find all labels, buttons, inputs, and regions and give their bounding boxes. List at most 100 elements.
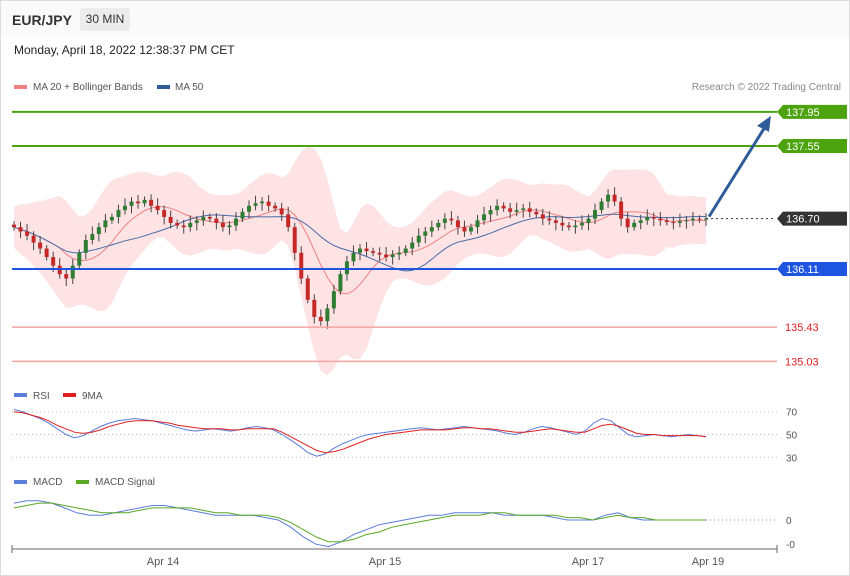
candle-body bbox=[175, 222, 180, 226]
candle-body bbox=[305, 278, 310, 300]
support-tag bbox=[777, 262, 847, 277]
rsi-tick-label: 70 bbox=[786, 408, 798, 419]
candle-body bbox=[410, 242, 415, 249]
rsi-legend-label: RSI bbox=[33, 391, 50, 402]
candle-body bbox=[416, 235, 421, 243]
candle-body bbox=[593, 210, 598, 219]
resistance-label: 137.55 bbox=[786, 141, 820, 153]
candle-body bbox=[358, 248, 362, 253]
candle-body bbox=[495, 205, 500, 211]
x-tick-label: Apr 14 bbox=[147, 556, 179, 568]
candle-body bbox=[579, 222, 584, 226]
x-tick-label: Apr 17 bbox=[572, 556, 604, 568]
candle-body bbox=[436, 222, 441, 228]
candle-body bbox=[684, 220, 689, 222]
candle-body bbox=[207, 216, 212, 219]
rsi-ma-legend-label: 9MA bbox=[82, 391, 103, 402]
candle-body bbox=[521, 208, 526, 211]
candle-body bbox=[51, 257, 56, 266]
ma50-legend-swatch bbox=[157, 85, 170, 89]
candle-body bbox=[514, 210, 519, 212]
candle-body bbox=[136, 201, 141, 204]
header-bar: EUR/JPY 30 MIN bbox=[1, 1, 849, 37]
candle-body bbox=[64, 274, 69, 279]
candle-body bbox=[90, 234, 95, 240]
candle-body bbox=[83, 240, 88, 253]
macd-signal-line bbox=[13, 502, 706, 543]
x-axis: Apr 14 Apr 15 Apr 17 Apr 19 bbox=[11, 545, 778, 568]
candle-body bbox=[44, 248, 49, 258]
timeframe-button[interactable]: 30 MIN bbox=[80, 8, 130, 31]
signal-legend-label: MACD Signal bbox=[95, 477, 155, 488]
candle-body bbox=[273, 205, 278, 209]
price-panel: 137.95 137.55 136.70 136.11 135.43 135.03 bbox=[12, 104, 847, 376]
target-label: 135.03 bbox=[785, 356, 819, 368]
credit-text: Research © 2022 Trading Central bbox=[692, 82, 841, 93]
signal-legend-swatch bbox=[76, 480, 89, 484]
candle-body bbox=[25, 231, 30, 236]
candle-body bbox=[18, 227, 23, 232]
candle-body bbox=[77, 252, 82, 266]
candle-body bbox=[201, 216, 206, 221]
candle-body bbox=[619, 201, 624, 219]
candle-body bbox=[697, 218, 702, 220]
candle-body bbox=[442, 218, 447, 223]
candle-body bbox=[149, 199, 154, 206]
candle-body bbox=[312, 299, 317, 317]
ma50-legend-label: MA 50 bbox=[175, 82, 204, 93]
candle-body bbox=[449, 218, 454, 221]
candle-body bbox=[651, 216, 656, 219]
candle-body bbox=[162, 210, 167, 217]
rsi-ma-line bbox=[13, 411, 707, 454]
macd-legend-label: MACD bbox=[33, 477, 62, 488]
candle-body bbox=[638, 220, 643, 223]
candle-body bbox=[677, 221, 682, 223]
symbol-title: EUR/JPY bbox=[12, 12, 72, 28]
candle-body bbox=[70, 265, 75, 279]
candle-body bbox=[344, 261, 349, 275]
support-label: 136.11 bbox=[786, 264, 819, 276]
resistance-tag bbox=[777, 104, 847, 119]
candle-body bbox=[286, 214, 291, 228]
macd-tick-label: -0 bbox=[786, 540, 795, 551]
candle-body bbox=[482, 214, 487, 221]
ma20-line bbox=[13, 206, 706, 295]
price-label: 136.70 bbox=[786, 214, 820, 226]
candle-body bbox=[508, 208, 513, 212]
candle-body bbox=[253, 203, 258, 206]
candle-body bbox=[468, 227, 473, 232]
rsi-line bbox=[13, 408, 707, 457]
macd-line bbox=[13, 500, 706, 548]
candle-body bbox=[547, 218, 552, 221]
candle-body bbox=[599, 201, 604, 211]
candle-body bbox=[371, 251, 376, 253]
candle-body bbox=[664, 220, 669, 223]
candle-body bbox=[188, 222, 193, 228]
candle-body bbox=[488, 210, 493, 215]
candle-body bbox=[181, 225, 186, 228]
candle-body bbox=[331, 291, 336, 309]
candle-body bbox=[194, 220, 199, 223]
candle-body bbox=[338, 274, 343, 292]
candle-body bbox=[625, 218, 630, 228]
candle-body bbox=[527, 208, 532, 212]
candle-body bbox=[560, 222, 565, 226]
candle-body bbox=[501, 205, 506, 209]
candle-body bbox=[247, 205, 252, 212]
projection-arrow-line bbox=[707, 123, 769, 218]
candle-body bbox=[279, 208, 284, 215]
macd-legend-swatch bbox=[14, 480, 27, 484]
candle-body bbox=[299, 252, 304, 279]
rsi-panel: RSI 9MA 70 50 30 bbox=[12, 391, 798, 464]
resistance-tag bbox=[777, 139, 847, 153]
candle-body bbox=[534, 211, 539, 215]
candle-body bbox=[214, 218, 219, 223]
candle-body bbox=[240, 211, 245, 219]
candle-body bbox=[632, 222, 637, 228]
macd-panel: MACD MACD Signal 0 -0 bbox=[13, 477, 795, 551]
candle-body bbox=[233, 218, 238, 226]
candle-body bbox=[377, 252, 382, 255]
candle-body bbox=[12, 224, 16, 228]
price-tag bbox=[777, 211, 847, 226]
candle-body bbox=[351, 252, 356, 262]
